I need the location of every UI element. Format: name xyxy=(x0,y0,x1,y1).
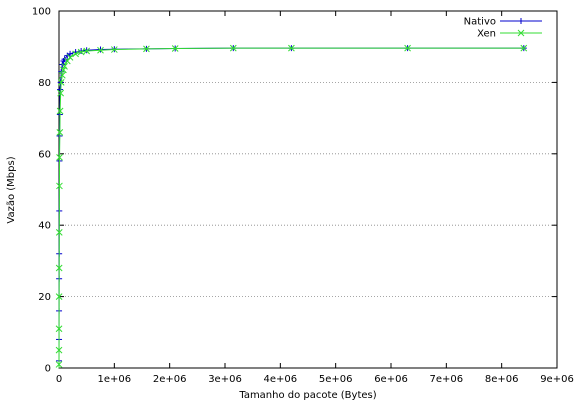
marker-stroke xyxy=(55,361,63,368)
marker-stroke xyxy=(404,44,411,52)
marker-stroke xyxy=(57,89,65,97)
data-point xyxy=(97,46,104,54)
y-tick-label: 0 xyxy=(45,364,51,375)
data-point xyxy=(83,47,90,54)
data-point xyxy=(110,46,118,53)
marker-stroke xyxy=(110,46,118,53)
marker-stroke xyxy=(55,264,63,272)
data-point xyxy=(143,45,150,53)
legend-label: Xen xyxy=(477,29,496,40)
x-tick-label: 6e+06 xyxy=(374,374,408,385)
data-point xyxy=(55,325,63,333)
axes xyxy=(58,10,558,369)
data-point xyxy=(77,48,85,56)
marker-stroke xyxy=(58,71,66,79)
marker-stroke xyxy=(517,29,525,37)
marker-stroke xyxy=(56,154,63,161)
marker-stroke xyxy=(143,45,150,53)
x-tick-label: 9e+06 xyxy=(540,374,574,385)
marker-stroke xyxy=(56,129,64,136)
data-point xyxy=(404,44,411,52)
x-tick-label: 1e+06 xyxy=(98,374,132,385)
x-tick-label: 4e+06 xyxy=(264,374,298,385)
marker-stroke xyxy=(97,46,104,54)
data-point xyxy=(55,293,63,300)
series-line xyxy=(58,47,524,369)
data-point xyxy=(55,346,63,354)
data-point xyxy=(56,129,64,136)
series-line xyxy=(58,47,524,369)
marker-stroke xyxy=(55,293,63,300)
data-point xyxy=(57,86,64,93)
marker-stroke xyxy=(61,62,68,70)
marker-stroke xyxy=(56,182,63,190)
x-tick-label: 5e+06 xyxy=(319,374,353,385)
data-point xyxy=(288,44,295,52)
x-axis-label: Tamanho do pacote (Bytes) xyxy=(238,390,376,401)
marker-stroke xyxy=(83,47,91,55)
data-point xyxy=(56,182,63,190)
data-point xyxy=(97,46,104,53)
data-point xyxy=(517,29,525,37)
data-point xyxy=(57,79,65,86)
marker-stroke xyxy=(77,48,85,56)
marker-stroke xyxy=(55,346,63,354)
marker-stroke xyxy=(72,50,79,58)
marker-stroke xyxy=(55,325,63,333)
data-point xyxy=(78,47,85,54)
marker-stroke xyxy=(520,44,528,52)
data-point xyxy=(61,56,68,63)
data-point xyxy=(57,89,65,97)
data-point xyxy=(83,47,91,55)
series-xen xyxy=(55,44,528,369)
y-tick-label: 40 xyxy=(38,221,51,232)
legend-label: Nativo xyxy=(464,17,496,28)
data-point xyxy=(55,264,63,272)
series-nativo xyxy=(56,45,527,369)
x-tick-label: 8e+06 xyxy=(485,374,519,385)
x-tick-label: 0 xyxy=(56,374,62,385)
marker-stroke xyxy=(171,45,179,52)
series-group xyxy=(55,44,528,369)
data-point xyxy=(520,44,528,52)
marker-stroke xyxy=(57,79,65,86)
marker-stroke xyxy=(66,54,74,61)
data-point xyxy=(72,50,79,58)
y-axis-label: Vazão (Mbps) xyxy=(6,156,17,223)
plot-frame xyxy=(58,10,558,369)
data-point xyxy=(61,62,68,70)
marker-stroke xyxy=(229,44,237,52)
marker-stroke xyxy=(55,228,63,236)
data-point xyxy=(67,50,74,57)
data-point xyxy=(229,44,237,52)
y-tick-label: 60 xyxy=(38,149,51,160)
x-tick-label: 7e+06 xyxy=(430,374,464,385)
marker-stroke xyxy=(288,44,295,52)
marker-stroke xyxy=(63,57,71,65)
y-tick-label: 20 xyxy=(38,292,51,303)
data-point xyxy=(66,54,74,61)
grid xyxy=(59,82,557,298)
ticks: 0 20 40 60 80 100 0 1e+06 2e+06 3e+06 4e+06 5e+06 6e… xyxy=(32,7,574,386)
data-point xyxy=(58,71,66,79)
data-point xyxy=(518,18,524,24)
y-tick-label: 80 xyxy=(38,78,51,89)
data-point xyxy=(55,361,63,368)
marker-stroke xyxy=(56,107,64,115)
data-point xyxy=(56,154,63,161)
data-point xyxy=(63,57,71,65)
x-tick-label: 2e+06 xyxy=(153,374,187,385)
data-point xyxy=(55,228,63,236)
data-point xyxy=(171,45,179,52)
x-tick-label: 3e+06 xyxy=(208,374,242,385)
data-point xyxy=(56,107,64,115)
y-tick-label: 100 xyxy=(32,7,51,18)
